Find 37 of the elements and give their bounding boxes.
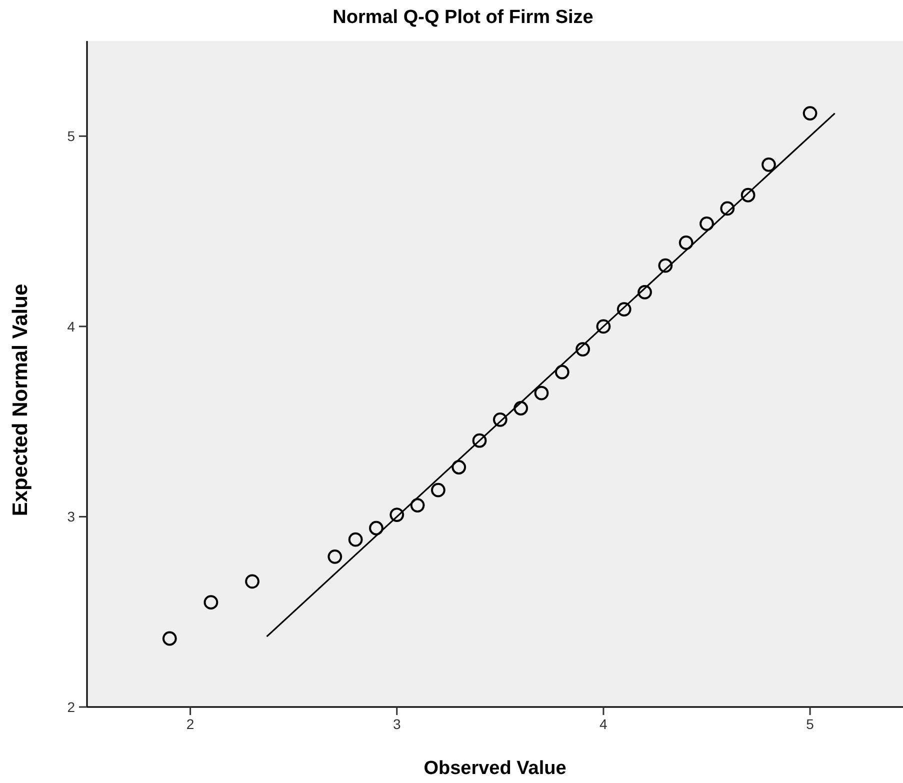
point <box>534 386 549 400</box>
point <box>596 319 611 334</box>
point <box>616 302 632 317</box>
point <box>554 364 570 380</box>
point <box>576 342 590 356</box>
y-axis-title: Expected Normal Value <box>8 284 32 516</box>
point <box>658 258 673 273</box>
point <box>678 236 694 250</box>
x-axis-title: Observed Value <box>424 758 566 778</box>
point <box>452 460 466 474</box>
x-tick-label: 2 <box>186 716 194 732</box>
point <box>762 157 776 172</box>
point <box>700 216 714 231</box>
point <box>720 201 735 216</box>
x-tick-label: 5 <box>806 716 814 732</box>
point <box>245 574 260 589</box>
x-tick-label: 3 <box>392 716 401 732</box>
point <box>430 482 446 498</box>
point <box>162 631 177 646</box>
point <box>328 549 342 564</box>
y-tick-label: 2 <box>67 698 76 715</box>
y-tick-label: 4 <box>67 318 76 334</box>
point <box>492 412 508 427</box>
point <box>638 284 652 300</box>
chart-title: Normal Q-Q Plot of Firm Size <box>332 6 594 30</box>
point <box>740 188 756 202</box>
y-tick-label: 5 <box>67 128 76 144</box>
point <box>410 498 425 512</box>
point <box>369 520 384 536</box>
x-tick-label: 4 <box>600 716 608 732</box>
point <box>348 532 363 547</box>
point <box>472 433 487 448</box>
point <box>204 595 218 610</box>
point <box>514 401 528 416</box>
point <box>802 106 818 121</box>
point <box>390 508 404 522</box>
y-tick-label: 3 <box>67 508 76 525</box>
